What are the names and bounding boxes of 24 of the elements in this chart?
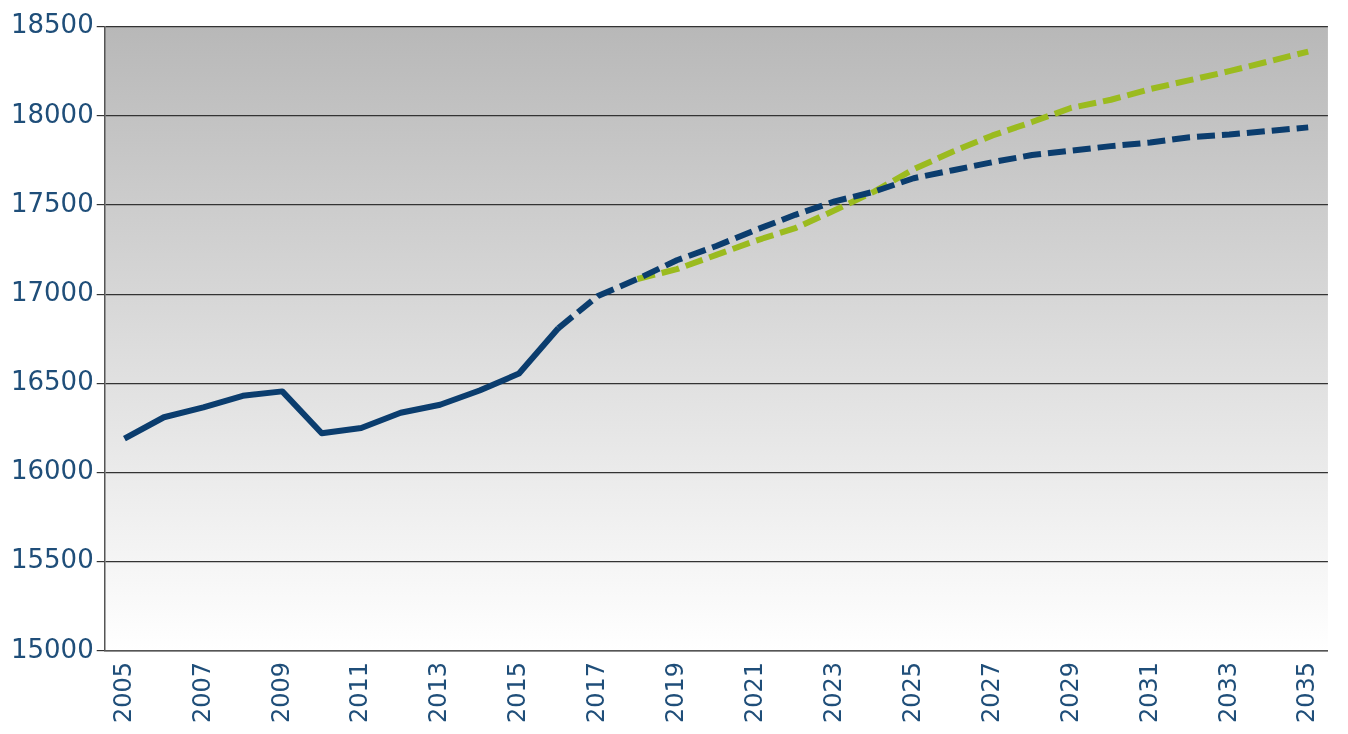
x-tick-label: 2007 <box>187 661 216 723</box>
x-tick-label: 2005 <box>108 661 137 723</box>
x-tick-label: 2023 <box>818 661 847 723</box>
x-tick-label: 2029 <box>1055 661 1084 723</box>
x-tick-label: 2019 <box>661 661 690 723</box>
x-tick-label: 2027 <box>976 661 1005 723</box>
y-tick-label: 15000 <box>10 633 94 664</box>
x-tick-label: 2021 <box>740 661 769 723</box>
x-tick-label: 2009 <box>266 661 295 723</box>
y-tick-label: 18000 <box>10 98 94 129</box>
y-tick-label: 16000 <box>10 455 94 486</box>
y-tick-label: 17000 <box>10 276 94 307</box>
y-tick-label: 17500 <box>10 187 94 218</box>
x-tick-label: 2011 <box>345 661 374 723</box>
x-tick-label: 2017 <box>582 661 611 723</box>
y-tick-label: 18500 <box>10 9 94 40</box>
x-tick-label: 2013 <box>424 661 453 723</box>
x-tick-label: 2025 <box>897 661 926 723</box>
y-tick-label: 16500 <box>10 366 94 397</box>
x-tick-label: 2031 <box>1134 661 1163 723</box>
x-tick-label: 2035 <box>1292 661 1321 723</box>
y-tick-label: 15500 <box>10 544 94 575</box>
x-tick-label: 2015 <box>503 661 532 723</box>
x-tick-label: 2033 <box>1213 661 1242 723</box>
